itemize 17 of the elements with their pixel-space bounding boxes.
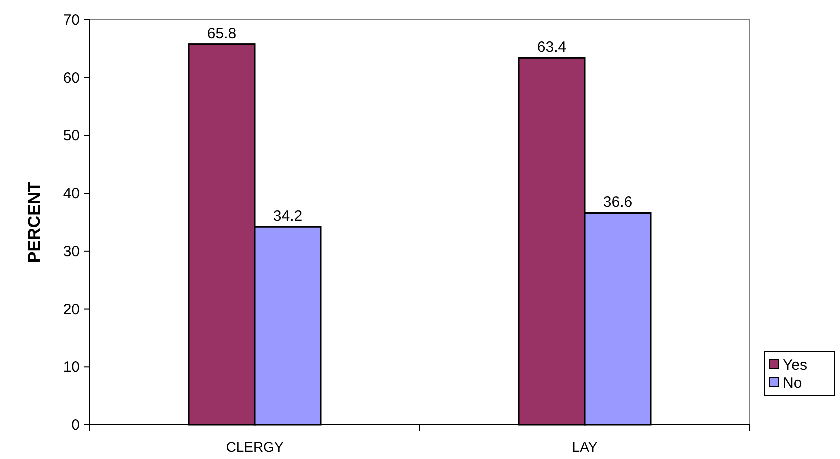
legend-label: No (783, 375, 802, 392)
y-tick-label: 70 (63, 12, 80, 29)
data-label: 36.6 (603, 194, 633, 212)
x-tick-label: CLERGY (226, 439, 284, 455)
y-tick-label: 20 (63, 301, 80, 318)
y-axis-title: PERCENT (25, 181, 44, 264)
data-label: 34.2 (273, 208, 303, 226)
legend-label: Yes (783, 357, 808, 374)
y-tick-label: 0 (72, 417, 80, 434)
y-tick-label: 40 (63, 186, 80, 203)
y-tick-label: 50 (63, 128, 80, 145)
data-label: 65.8 (207, 25, 237, 42)
x-tick-label: LAY (572, 439, 598, 455)
y-tick-label: 10 (63, 359, 80, 376)
y-tick-label: 60 (63, 70, 80, 87)
data-label: 63.4 (537, 39, 567, 56)
y-tick-label: 30 (63, 243, 80, 260)
